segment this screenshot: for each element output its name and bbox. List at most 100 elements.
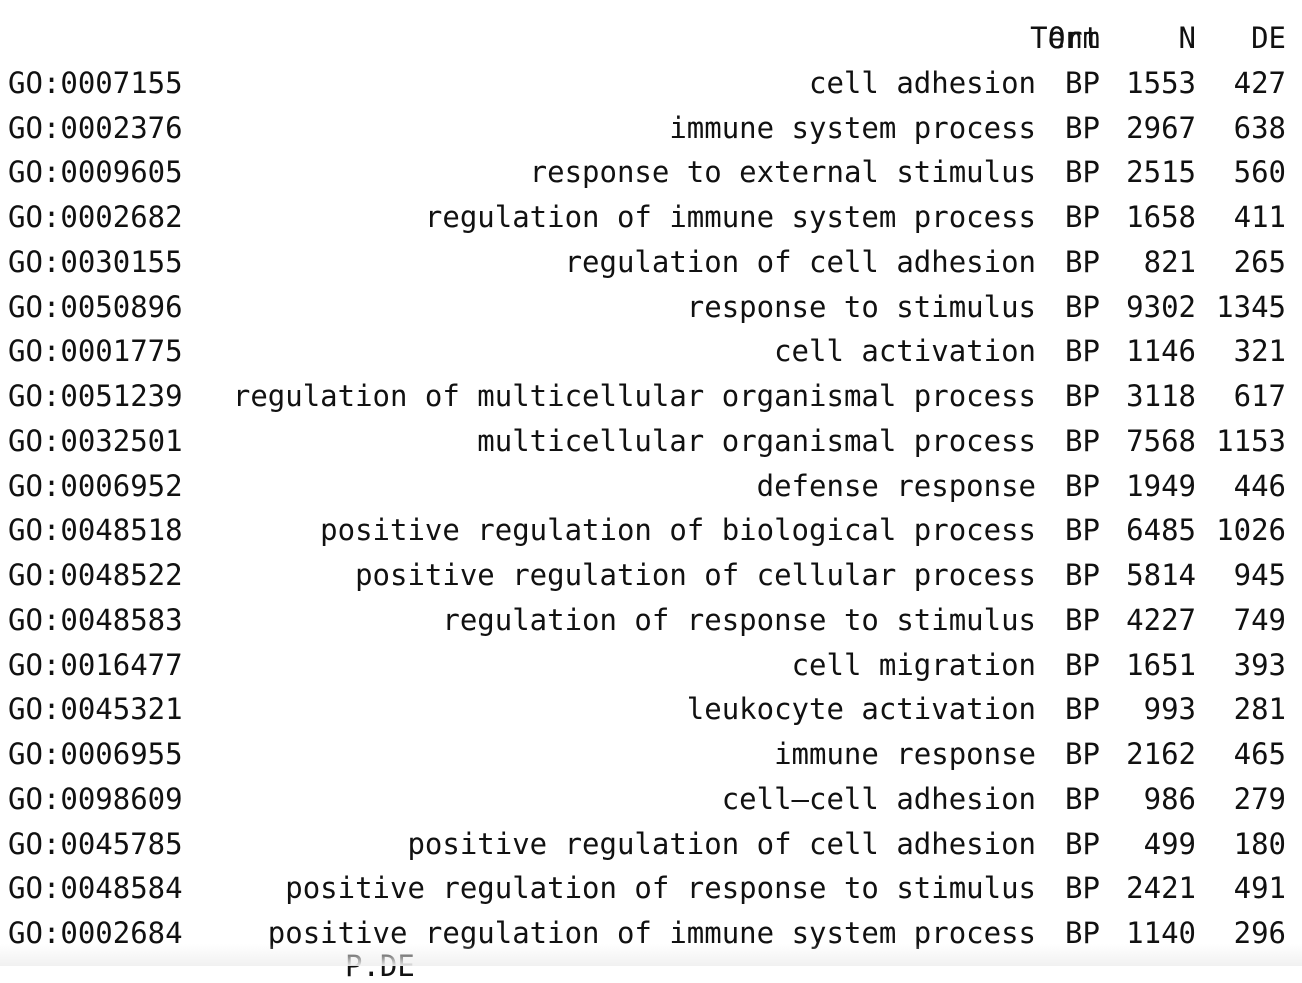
ontology-cell: BP: [1065, 692, 1100, 727]
table-row: GO:0045785 positive regulation of cell ad…: [8, 822, 1288, 867]
de-count-cell: 446: [1233, 468, 1286, 503]
de-count-cell: 638: [1233, 110, 1286, 145]
go-id-cell: GO:0048518: [8, 513, 183, 548]
go-id-cell: GO:0098609: [8, 781, 183, 816]
term-cell: immune system process: [669, 110, 1036, 145]
column-header-term: Term: [1030, 21, 1100, 55]
ontology-cell: BP: [1065, 647, 1100, 682]
table-row: GO:0051239 regulation of multicellular or…: [8, 374, 1288, 419]
table-row: GO:0048518 positive regulation of biologi…: [8, 508, 1288, 553]
ontology-cell: BP: [1065, 558, 1100, 592]
ontology-cell: BP: [1065, 781, 1100, 816]
n-count-cell: 1146: [1126, 334, 1196, 369]
de-count-cell: 427: [1233, 65, 1286, 100]
de-count-cell: 491: [1233, 871, 1286, 906]
go-id-cell: GO:0051239: [8, 379, 183, 413]
n-count-cell: 2421: [1126, 871, 1196, 906]
go-id-cell: GO:0001775: [8, 334, 183, 369]
n-count-cell: 499: [1143, 826, 1196, 861]
column-header-n: N: [1178, 21, 1196, 55]
term-cell: positive regulation of cellular process: [355, 558, 1036, 592]
n-count-cell: 6485: [1126, 513, 1196, 548]
n-count-cell: 4227: [1126, 602, 1196, 637]
ontology-cell: BP: [1065, 737, 1100, 771]
table-body: GO:0007155 cell adhesion BP 1553 427 GO:00023…: [8, 61, 1288, 956]
de-count-cell: 321: [1233, 334, 1286, 369]
ontology-cell: BP: [1065, 65, 1100, 100]
table-row: GO:0016477 cell migration BP 1651 393: [8, 643, 1288, 688]
go-id-cell: GO:0045321: [8, 692, 183, 727]
n-count-cell: 1949: [1126, 468, 1196, 503]
term-cell: cell–cell adhesion: [721, 781, 1036, 816]
n-count-cell: 2162: [1126, 737, 1196, 771]
de-count-cell: 279: [1233, 781, 1286, 816]
console-output: Term Ont N DE GO:0007155 cell adhesion BP 1…: [8, 16, 1288, 956]
table-row: GO:0002682 regulation of immune system pr…: [8, 195, 1288, 240]
go-id-cell: GO:0007155: [8, 65, 183, 100]
n-count-cell: 986: [1143, 781, 1196, 816]
n-count-cell: 9302: [1126, 289, 1196, 324]
go-id-cell: GO:0016477: [8, 647, 183, 682]
de-count-cell: 1345: [1216, 289, 1286, 324]
de-count-cell: 180: [1233, 826, 1286, 861]
n-count-cell: 1651: [1126, 647, 1196, 682]
ontology-cell: BP: [1065, 513, 1100, 548]
table-row: GO:0030155 regulation of cell adhesion BP 8…: [8, 240, 1288, 285]
term-cell: regulation of multicellular organismal p…: [232, 379, 1036, 413]
go-id-cell: GO:0048583: [8, 602, 183, 637]
go-id-cell: GO:0002682: [8, 200, 183, 234]
ontology-cell: BP: [1065, 468, 1100, 503]
term-cell: leukocyte activation: [686, 692, 1036, 727]
go-id-cell: GO:0032501: [8, 423, 183, 458]
de-count-cell: 1153: [1216, 423, 1286, 458]
de-count-cell: 465: [1233, 737, 1286, 771]
term-cell: cell adhesion: [809, 65, 1036, 100]
n-count-cell: 2967: [1126, 110, 1196, 145]
de-count-cell: 393: [1233, 647, 1286, 682]
table-row: GO:0001775 cell activation BP 1146 321: [8, 329, 1288, 374]
ontology-cell: BP: [1065, 379, 1100, 413]
go-id-cell: GO:0048584: [8, 871, 183, 906]
table-row: GO:0009605 response to external stimulus B…: [8, 150, 1288, 195]
n-count-cell: 2515: [1126, 155, 1196, 190]
de-count-cell: 1026: [1216, 513, 1286, 548]
go-id-cell: GO:0045785: [8, 826, 183, 861]
column-header-de: DE: [1251, 21, 1286, 55]
term-cell: regulation of immune system process: [424, 200, 1036, 234]
table-row: GO:0048522 positive regulation of cellula…: [8, 553, 1288, 598]
go-id-cell: GO:0006952: [8, 468, 183, 503]
term-cell: regulation of response to stimulus: [442, 602, 1036, 637]
table-row: GO:0045321 leukocyte activation BP 993 281: [8, 687, 1288, 732]
ontology-cell: BP: [1065, 871, 1100, 906]
table-row: GO:0002376 immune system process BP 2967 638: [8, 106, 1288, 151]
de-count-cell: 265: [1233, 244, 1286, 279]
term-cell: regulation of cell adhesion: [564, 244, 1036, 279]
table-row: GO:0006952 defense response BP 1949 446: [8, 464, 1288, 509]
n-count-cell: 5814: [1126, 558, 1196, 592]
table-row: GO:0032501 multicellular organismal proce…: [8, 419, 1288, 464]
table-row: GO:0098609 cell–cell adhesion BP 986 279: [8, 777, 1288, 822]
n-count-cell: 821: [1143, 244, 1196, 279]
de-count-cell: 411: [1233, 200, 1286, 234]
ontology-cell: BP: [1065, 200, 1100, 234]
go-id-cell: GO:0050896: [8, 289, 183, 324]
term-cell: positive regulation of response to stimu…: [285, 871, 1036, 906]
go-id-cell: GO:0030155: [8, 244, 183, 279]
term-cell: response to external stimulus: [529, 155, 1036, 190]
table-row: GO:0007155 cell adhesion BP 1553 427: [8, 61, 1288, 106]
n-count-cell: 993: [1143, 692, 1196, 727]
n-count-cell: 1553: [1126, 65, 1196, 100]
go-id-cell: GO:0002376: [8, 110, 183, 145]
term-cell: cell migration: [791, 647, 1036, 682]
de-count-cell: 945: [1233, 558, 1286, 592]
table-row: GO:0048583 regulation of response to stim…: [8, 598, 1288, 643]
term-cell: positive regulation of biological proces…: [320, 513, 1036, 548]
n-count-cell: 3118: [1126, 379, 1196, 413]
de-count-cell: 617: [1233, 379, 1286, 413]
table-row: GO:0048584 positive regulation of respons…: [8, 866, 1288, 911]
term-cell: defense response: [756, 468, 1036, 503]
ontology-cell: BP: [1065, 110, 1100, 145]
table-row: GO:0050896 response to stimulus BP 9302 1345: [8, 285, 1288, 330]
term-cell: positive regulation of cell adhesion: [407, 826, 1036, 861]
n-count-cell: 1658: [1126, 200, 1196, 234]
